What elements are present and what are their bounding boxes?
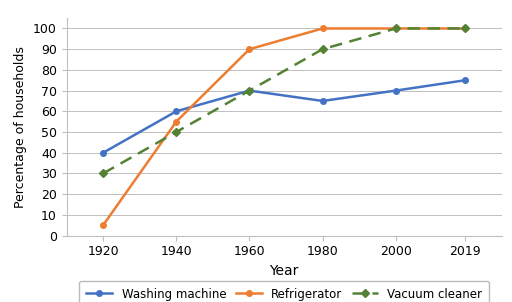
Washing machine — [100, 151, 106, 155]
Washing machine — [319, 99, 326, 103]
Legend: Washing machine, Refrigerator, Vacuum cleaner: Washing machine, Refrigerator, Vacuum cl… — [79, 281, 489, 302]
Vacuum cleaner — [462, 27, 468, 30]
Refrigerator — [319, 27, 326, 30]
Vacuum cleaner — [173, 130, 179, 134]
Refrigerator — [173, 120, 179, 124]
Vacuum cleaner — [393, 27, 399, 30]
Refrigerator — [246, 47, 252, 51]
Vacuum cleaner — [319, 47, 326, 51]
Washing machine — [462, 79, 468, 82]
Washing machine — [393, 89, 399, 92]
Vacuum cleaner — [100, 172, 106, 175]
X-axis label: Year: Year — [269, 264, 299, 278]
Washing machine — [173, 110, 179, 113]
Refrigerator — [462, 27, 468, 30]
Washing machine — [246, 89, 252, 92]
Line: Vacuum cleaner: Vacuum cleaner — [100, 26, 468, 176]
Vacuum cleaner — [246, 89, 252, 92]
Line: Refrigerator: Refrigerator — [100, 26, 468, 228]
Refrigerator — [393, 27, 399, 30]
Y-axis label: Percentage of households: Percentage of households — [14, 46, 28, 208]
Line: Washing machine: Washing machine — [100, 78, 468, 156]
Refrigerator — [100, 223, 106, 227]
